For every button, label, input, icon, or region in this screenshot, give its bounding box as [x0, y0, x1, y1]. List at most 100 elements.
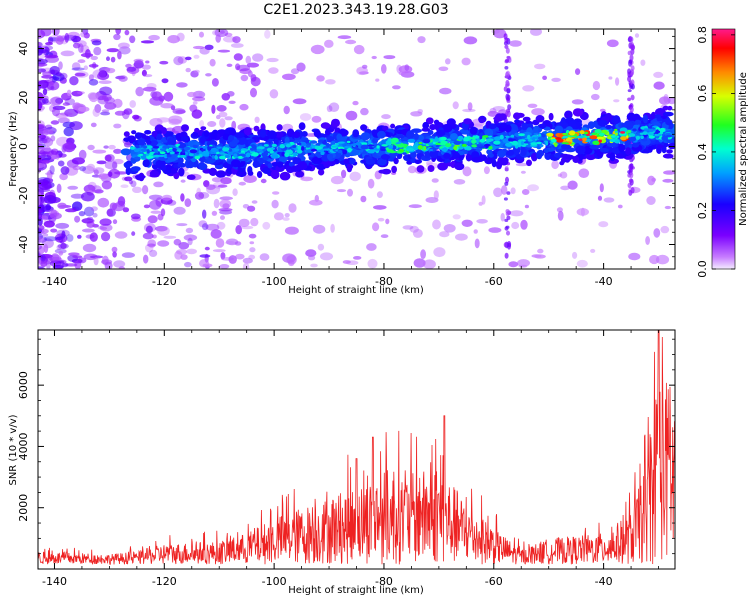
heatmap-ridge-cell [131, 130, 137, 135]
heatmap-noise-cell [38, 266, 46, 269]
heatmap-ridge-cell [233, 153, 238, 158]
heatmap-ridge-cell [577, 135, 585, 139]
heatmap-ridge-cell [192, 131, 198, 137]
heatmap-noise-cell [376, 191, 383, 199]
heatmap-ridge-cell [361, 142, 368, 146]
heatmap-noise-cell [55, 222, 70, 229]
heatmap-ridge-cell [493, 140, 501, 145]
heatmap-noise-cell [38, 204, 52, 211]
heatmap-noise-cell [224, 116, 233, 121]
heatmap-ridge-cell [554, 142, 558, 148]
heatmap-noise-cell [185, 67, 191, 73]
heatmap-ridge-cell [186, 174, 196, 180]
heatmap-ridge-cell [180, 136, 189, 143]
heatmap-ridge-cell [365, 159, 376, 165]
heatmap-noise-cell [115, 29, 122, 35]
heatmap-noise-cell [173, 238, 182, 246]
heatmap-ridge-cell [662, 105, 670, 111]
heatmap-noise-cell [211, 177, 223, 183]
heatmap-noise-cell [176, 32, 185, 42]
heatmap-noise-cell [123, 108, 133, 115]
heatmap-noise-cell [91, 40, 102, 46]
heatmap-noise-cell [236, 64, 251, 72]
heatmap-ridge-cell [665, 119, 673, 126]
heatmap-noise-cell [453, 179, 466, 185]
heatmap-noise-cell [420, 249, 426, 260]
heatmap-ridge-cell [376, 145, 380, 149]
heatmap-ridge-cell [612, 115, 621, 125]
x-tick-label: -40 [595, 575, 613, 588]
heatmap-noise-cell [173, 206, 186, 215]
heatmap-ridge-cell [381, 144, 388, 147]
heatmap-noise-cell [59, 173, 68, 181]
heatmap-noise-cell [60, 166, 70, 175]
heatmap-noise-cell [211, 104, 216, 114]
heatmap-noise-cell [114, 231, 128, 239]
heatmap-noise-cell [80, 53, 94, 58]
heatmap-ridge-cell [632, 128, 637, 132]
heatmap-ridge-cell [625, 147, 632, 156]
heatmap-ridge-cell [317, 168, 325, 176]
heatmap-ridge-cell [598, 139, 602, 143]
heatmap-ridge-cell [510, 134, 515, 138]
heatmap-ridge-cell [505, 142, 513, 147]
heatmap-noise-cell [106, 208, 116, 217]
heatmap-noise-cell [196, 187, 202, 197]
heatmap-noise-cell [219, 199, 232, 209]
heatmap-ridge-cell [305, 146, 311, 150]
heatmap-noise-cell [571, 99, 584, 105]
heatmap-ridge-cell [146, 145, 153, 149]
heatmap-noise-cell [130, 180, 137, 188]
heatmap-ridge-cell [293, 152, 298, 157]
heatmap-noise-cell [412, 228, 423, 238]
heatmap-ridge-cell [215, 164, 224, 170]
heatmap-noise-cell [439, 231, 450, 238]
heatmap-noise-cell [204, 246, 210, 251]
colorbar-tick-label: 0.0 [696, 260, 709, 278]
heatmap-ridge-cell [299, 137, 309, 141]
heatmap-noise-cell [143, 204, 150, 209]
heatmap-ridge-cell [252, 160, 260, 168]
heatmap-noise-cell [634, 33, 640, 38]
heatmap-ridge-cell [520, 141, 525, 145]
heatmap-noise-cell [99, 218, 112, 226]
heatmap-ridge-cell [606, 141, 617, 148]
heatmap-ridge-cell [635, 135, 641, 140]
heatmap-noise-cell [90, 122, 97, 128]
heatmap-ridge-cell [208, 167, 217, 176]
heatmap-ridge-cell [540, 140, 544, 143]
heatmap-noise-cell [104, 102, 117, 110]
heatmap-noise-cell [173, 56, 184, 66]
heatmap-ridge-cell [615, 154, 626, 159]
x-tick-label: -60 [485, 275, 503, 288]
heatmap-noise-cell [273, 212, 284, 221]
heatmap-noise-cell [72, 42, 81, 49]
heatmap-ridge-cell [429, 149, 434, 151]
snr-frame [37, 329, 676, 570]
heatmap-noise-cell [72, 255, 83, 259]
heatmap-noise-cell [140, 40, 155, 44]
heatmap-ridge-cell [215, 170, 227, 178]
heatmap-noise-cell [90, 206, 98, 212]
heatmap-ridge-cell [169, 151, 175, 155]
heatmap-ridge-cell [441, 123, 453, 133]
heatmap-noise-cell [114, 110, 126, 116]
heatmap-ridge-cell [188, 153, 194, 157]
heatmap-noise-cell [192, 101, 198, 105]
heatmap-noise-cell [615, 77, 620, 86]
heatmap-noise-cell [93, 169, 99, 176]
heatmap-ridge-cell [346, 140, 351, 144]
heatmap-noise-cell [371, 55, 377, 60]
heatmap-ridge-cell [311, 156, 323, 165]
heatmap-ridge-cell [618, 143, 626, 153]
heatmap-ridge-cell [662, 153, 674, 159]
heatmap-ridge-cell [648, 128, 654, 133]
heatmap-noise-cell [147, 239, 157, 248]
heatmap-noise-cell [433, 190, 439, 200]
heatmap-noise-cell [183, 234, 198, 241]
heatmap-noise-cell [156, 117, 171, 123]
heatmap-noise-cell [125, 63, 132, 68]
heatmap-ridge-cell [256, 148, 262, 152]
heatmap-ridge-cell [620, 131, 626, 134]
heatmap-noise-cell [49, 96, 63, 106]
